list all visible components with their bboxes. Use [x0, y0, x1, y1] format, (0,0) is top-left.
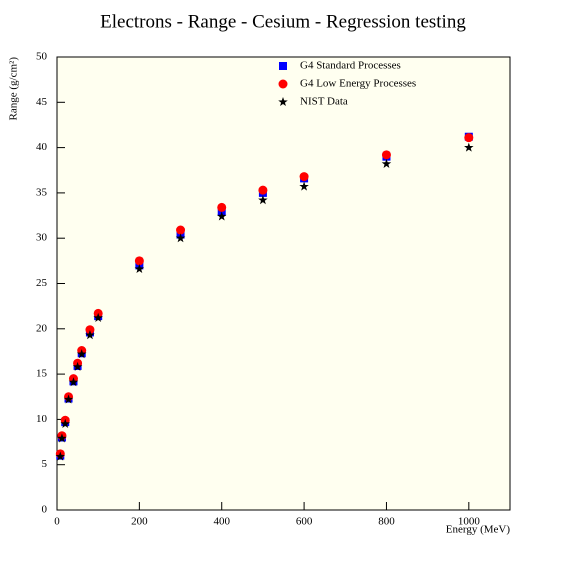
point	[76, 349, 87, 359]
point	[381, 150, 391, 160]
point	[72, 361, 83, 371]
point	[134, 264, 145, 274]
point	[55, 451, 66, 461]
x-tick-label: 1000	[458, 516, 481, 528]
legend-marker	[279, 62, 287, 70]
point	[258, 195, 268, 205]
legend-label: G4 Standard Processes	[300, 60, 401, 72]
x-tick-label: 400	[213, 516, 230, 528]
x-tick-label: 600	[296, 516, 313, 528]
point	[57, 433, 67, 443]
point	[60, 418, 70, 428]
y-tick-label: 10	[36, 413, 48, 425]
x-tick-label: 800	[378, 516, 395, 528]
x-tick-label: 200	[131, 516, 148, 528]
point	[176, 225, 186, 235]
y-tick-label: 5	[42, 458, 48, 470]
point	[85, 325, 95, 335]
point	[381, 158, 392, 168]
y-tick-label: 35	[36, 186, 48, 198]
point	[464, 142, 474, 152]
y-tick-label: 50	[36, 51, 48, 63]
y-tick-label: 40	[36, 141, 48, 153]
point	[258, 185, 268, 195]
point	[93, 312, 103, 322]
chart-title: Electrons - Range - Cesium - Regression …	[100, 11, 466, 32]
plot-area	[56, 56, 511, 511]
y-tick-label: 20	[36, 322, 48, 334]
legend-marker	[278, 79, 288, 89]
point	[216, 211, 227, 221]
y-tick-label: 0	[42, 504, 48, 516]
y-tick-label: 25	[36, 277, 48, 289]
point	[85, 330, 95, 340]
x-tick-label: 0	[54, 516, 60, 528]
y-tick-label: 45	[36, 96, 48, 108]
y-tick-label: 15	[36, 368, 48, 380]
legend-label: G4 Low Energy Processes	[300, 78, 416, 90]
y-tick-label: 30	[36, 232, 48, 244]
x-axis-label: Energy (MeV)	[446, 524, 511, 536]
point	[464, 133, 474, 143]
point	[299, 172, 309, 182]
legend-label: NIST Data	[300, 96, 348, 108]
point	[63, 394, 74, 404]
point	[299, 181, 309, 191]
point	[217, 202, 227, 212]
legend-marker	[278, 97, 288, 107]
point	[175, 233, 186, 243]
point	[134, 256, 144, 266]
point	[68, 377, 79, 387]
y-axis-label: Range (g/cm²)	[8, 57, 20, 121]
